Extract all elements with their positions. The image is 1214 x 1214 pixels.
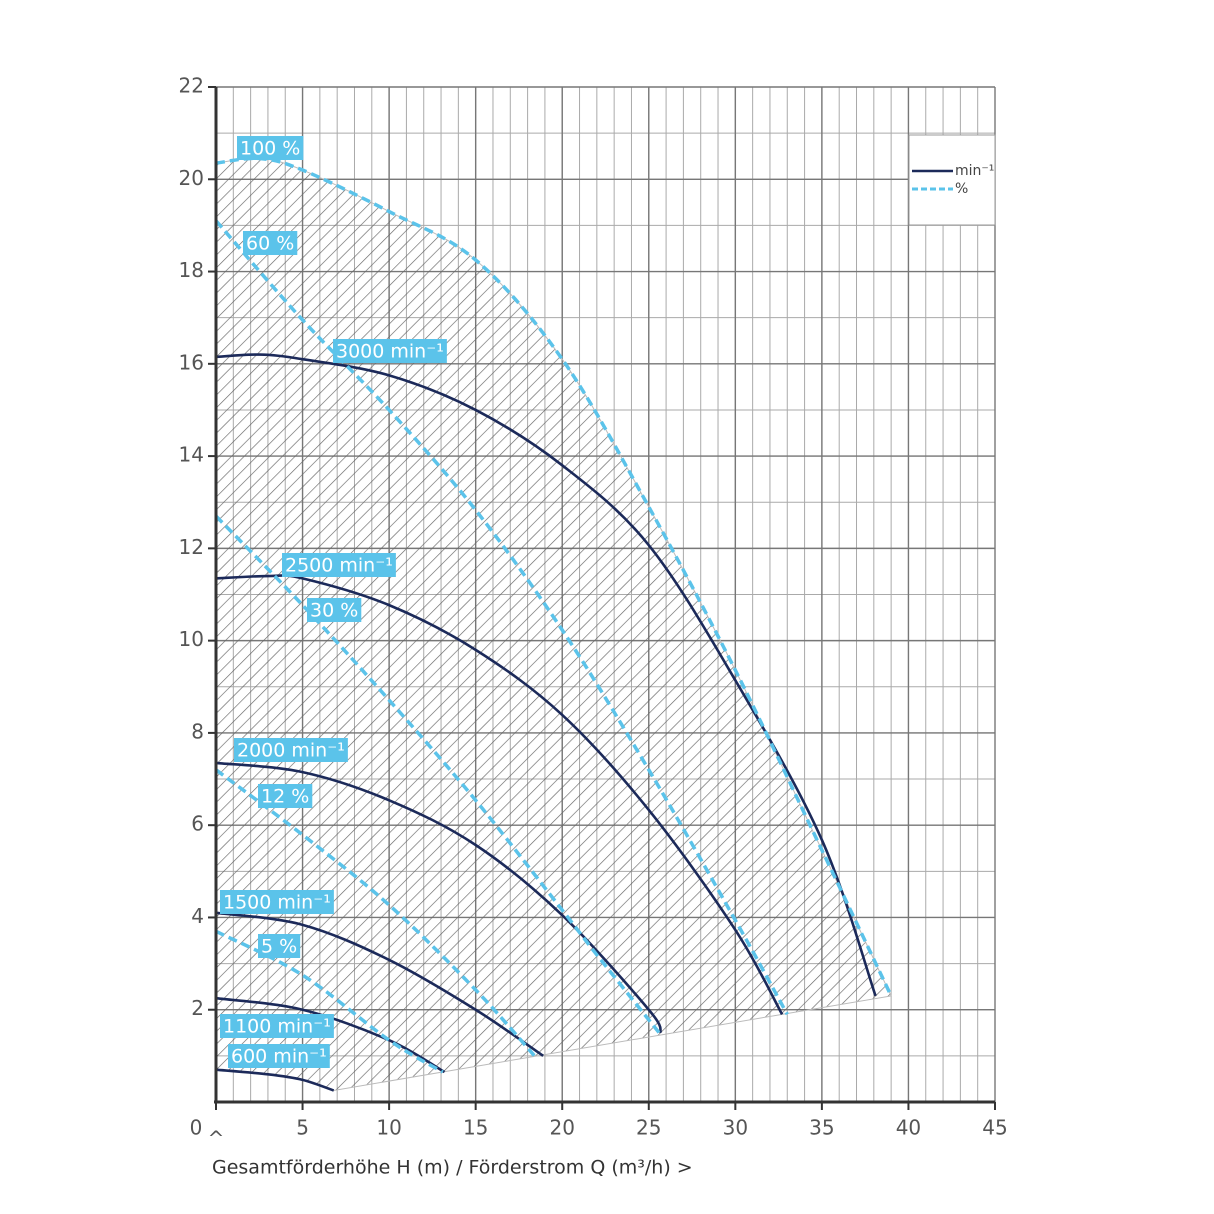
operating-area [215, 157, 892, 1091]
origin-marker: ^ [208, 1127, 225, 1151]
series-label: 600 min⁻¹ [231, 1046, 327, 1068]
y-tick-label: 4 [191, 904, 204, 928]
y-tick-label: 20 [179, 166, 204, 190]
series-line [214, 219, 789, 1016]
series-label: 1100 min⁻¹ [223, 1016, 331, 1038]
series-label-box [258, 934, 301, 958]
series-label: 3000 min⁻¹ [336, 341, 444, 363]
series-label-box [228, 1044, 330, 1068]
x-tick-label: 30 [723, 1116, 748, 1140]
y-tick-label: 18 [179, 258, 204, 282]
series-label: 12 % [261, 786, 309, 808]
x-tick-label: 35 [809, 1116, 834, 1140]
series-label: 5 % [261, 936, 297, 958]
series-label-box [220, 1014, 334, 1038]
x-tick-label: 5 [296, 1116, 309, 1140]
series-label-box [220, 890, 334, 914]
series-label: 2000 min⁻¹ [237, 740, 345, 762]
y-tick-label: 14 [179, 443, 204, 467]
x-tick-label: 40 [896, 1116, 921, 1140]
y-tick-label: 12 [179, 535, 204, 559]
series-line [215, 911, 544, 1057]
x-tick-label: 45 [982, 1116, 1007, 1140]
series-line [215, 929, 444, 1074]
series-label-box [258, 784, 313, 808]
series-label-box [243, 231, 298, 255]
series-line [215, 353, 877, 997]
y-tick-label: 16 [179, 350, 204, 374]
series-line [215, 996, 446, 1074]
series-label-box [234, 738, 348, 762]
x-tick-label: 10 [376, 1116, 401, 1140]
x-tick-label: 15 [463, 1116, 488, 1140]
series-label-box [333, 339, 447, 363]
series-label: 2500 min⁻¹ [285, 555, 393, 577]
series-line [214, 768, 536, 1058]
y-tick-label: 22 [179, 74, 204, 98]
legend-label: % [955, 181, 968, 197]
y-tick-label: 10 [179, 627, 204, 651]
series-label: 1500 min⁻¹ [223, 892, 331, 914]
series-label-box [237, 136, 304, 160]
series-label-box [282, 553, 396, 577]
series-line [214, 514, 661, 1034]
x-tick-label: 20 [549, 1116, 574, 1140]
y-tick-label: 2 [191, 996, 204, 1020]
legend-box [908, 134, 996, 226]
series-label: 30 % [310, 600, 358, 622]
series-label: 60 % [246, 233, 294, 255]
legend-label: min⁻¹ [955, 163, 994, 179]
x-tick-label: 25 [636, 1116, 661, 1140]
series-line [215, 761, 663, 1034]
x-tick-label: 0 [190, 1116, 203, 1140]
series-label: 100 % [240, 138, 300, 160]
series-line [215, 1068, 335, 1092]
x-axis-label: Gesamtförderhöhe H (m) / Förderstrom Q (… [212, 1157, 693, 1179]
series-label-box [307, 598, 362, 622]
y-tick-label: 8 [191, 719, 204, 743]
series-line [215, 156, 893, 997]
y-tick-label: 6 [191, 812, 204, 836]
